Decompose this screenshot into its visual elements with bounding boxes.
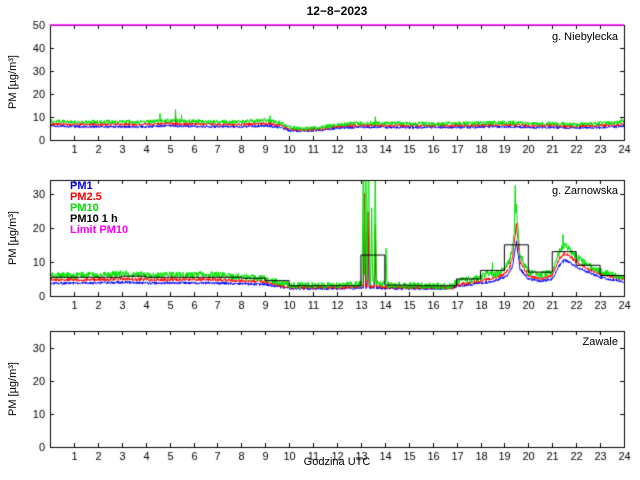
station-label-zarnowska: g. Zarnowska [551,185,618,197]
legend-item-limit-pm10: Limit PM10 [70,224,129,236]
legend-item-pm10: PM10 [70,202,99,214]
legend-item-pm10-1h: PM10 1 h [70,213,118,225]
y-axis-label-bottom: PM [µg/m³] [7,362,19,417]
legend-item-pm1: PM1 [70,180,93,192]
y-axis-label-top: PM [µg/m³] [7,55,19,110]
x-axis-label: Godzina UTC [303,456,371,468]
legend: PM1 PM2.5 PM10 PM10 1 h Limit PM10 [70,181,128,236]
y-axis-label-middle: PM [µg/m³] [7,211,19,266]
chart-title: 12−8−2023 [306,4,368,18]
station-label-zawale: Zawale [582,336,618,348]
legend-item-pm25: PM2.5 [70,191,102,203]
station-label-niebylecka: g. Niebylecka [551,31,618,43]
